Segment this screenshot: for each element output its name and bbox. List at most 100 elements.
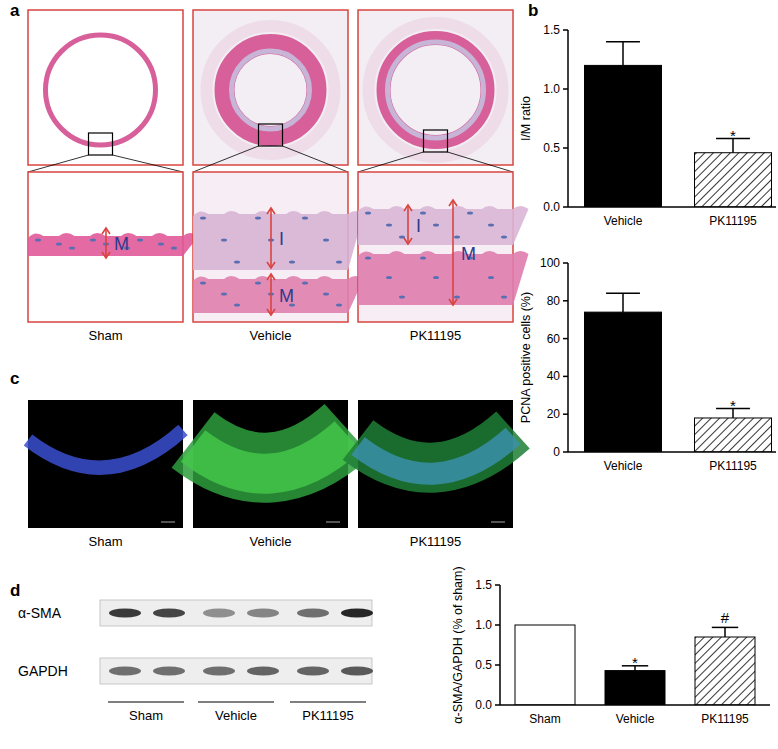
fluorescence-image — [358, 400, 513, 528]
blot-membrane — [100, 600, 372, 626]
nucleus — [365, 257, 371, 260]
y-tick-label: 1.5 — [475, 578, 492, 592]
nucleus — [365, 212, 371, 215]
blot-band — [341, 667, 373, 676]
significance-mark: * — [730, 397, 736, 414]
tissue-layer — [193, 211, 364, 270]
significance-mark: # — [721, 609, 730, 626]
nucleus — [200, 217, 206, 220]
image-caption: PK11195 — [410, 328, 462, 343]
y-tick — [495, 664, 500, 666]
tissue-layer — [193, 276, 364, 313]
layer-arrow — [270, 208, 272, 268]
nucleus — [302, 282, 308, 285]
nucleus — [69, 247, 75, 250]
nucleus — [386, 224, 392, 227]
x-axis — [568, 451, 776, 453]
error-cap — [606, 292, 640, 294]
y-tick-label: 100 — [540, 256, 560, 270]
nucleus — [200, 282, 206, 285]
y-tick-label: 1.5 — [543, 23, 560, 37]
nucleus — [221, 293, 227, 296]
arrow-head — [449, 200, 457, 206]
adventitia — [369, 23, 503, 157]
nucleus — [433, 276, 439, 279]
arrow-head — [102, 252, 110, 258]
layer-label: I — [416, 216, 421, 236]
nucleus — [302, 217, 308, 220]
nucleus — [137, 239, 143, 242]
y-axis-label: I/M ratio — [519, 96, 533, 141]
panel-label: c — [10, 369, 19, 388]
blot-band — [297, 667, 329, 676]
image-frame — [193, 10, 348, 165]
nucleus — [420, 257, 426, 260]
zoom-line — [28, 155, 89, 172]
stained-tissue — [358, 436, 513, 474]
image-caption: Vehicle — [250, 534, 292, 549]
stained-tissue — [193, 436, 348, 474]
error-bar — [622, 293, 624, 312]
stained-tissue — [28, 430, 183, 468]
adventitia — [207, 26, 335, 154]
error-cap — [712, 627, 738, 629]
y-tick-label: 0.5 — [475, 658, 492, 672]
layer-label: M — [461, 244, 476, 264]
arrow-head — [267, 274, 275, 280]
y-tick — [563, 147, 568, 149]
blot-protein-label: α-SMA — [18, 605, 62, 621]
x-tick-label: Vehicle — [604, 214, 643, 228]
bar — [695, 153, 772, 207]
arrow-head — [267, 208, 275, 214]
layer-label: M — [114, 234, 129, 254]
zoom-line — [193, 146, 259, 172]
layer-label: I — [279, 229, 284, 249]
image-frame — [28, 10, 183, 165]
y-tick-label: 1.0 — [475, 618, 492, 632]
image-caption: Vehicle — [250, 328, 292, 343]
x-tick-label: Vehicle — [616, 712, 655, 726]
image-frame — [358, 10, 513, 165]
layer-arrow — [407, 205, 409, 244]
x-tick-label: PK11195 — [709, 214, 757, 228]
x-axis — [568, 206, 776, 208]
y-tick — [495, 624, 500, 626]
nucleus — [323, 239, 329, 242]
bar — [585, 312, 662, 452]
nucleus — [221, 239, 227, 242]
bar — [585, 65, 662, 207]
tissue-layer — [28, 233, 199, 256]
error-bar — [622, 42, 624, 66]
y-axis — [499, 585, 501, 705]
tissue-layer — [358, 206, 529, 245]
nucleus — [35, 239, 41, 242]
vessel-wall — [384, 38, 488, 142]
y-axis — [567, 30, 569, 207]
nucleus — [488, 276, 494, 279]
y-tick — [563, 29, 568, 31]
image-caption: PK11195 — [410, 534, 462, 549]
significance-mark: * — [730, 127, 736, 144]
nucleus — [336, 261, 342, 264]
bars — [515, 625, 755, 705]
y-tick-label: 0.0 — [475, 698, 492, 712]
layer-label: M — [279, 286, 294, 306]
y-tick-label: 0.0 — [543, 200, 560, 214]
y-tick-label: 0 — [553, 445, 560, 459]
nucleus — [501, 236, 507, 239]
nucleus — [234, 304, 240, 307]
tissue-layer — [358, 251, 529, 305]
y-tick-label: 60 — [547, 332, 561, 346]
blot-band — [341, 609, 373, 618]
lane-group-line — [108, 702, 184, 703]
arrow-head — [404, 238, 412, 244]
blot-band — [247, 609, 279, 618]
zoom-line — [113, 155, 184, 172]
panel-label: b — [528, 1, 538, 20]
scale-bar — [491, 522, 505, 523]
y-tick — [563, 338, 568, 340]
nucleus — [171, 247, 177, 250]
lane-group-label: Sham — [129, 708, 163, 723]
fluorescence-image — [193, 400, 348, 528]
y-tick-label: 80 — [547, 294, 561, 308]
